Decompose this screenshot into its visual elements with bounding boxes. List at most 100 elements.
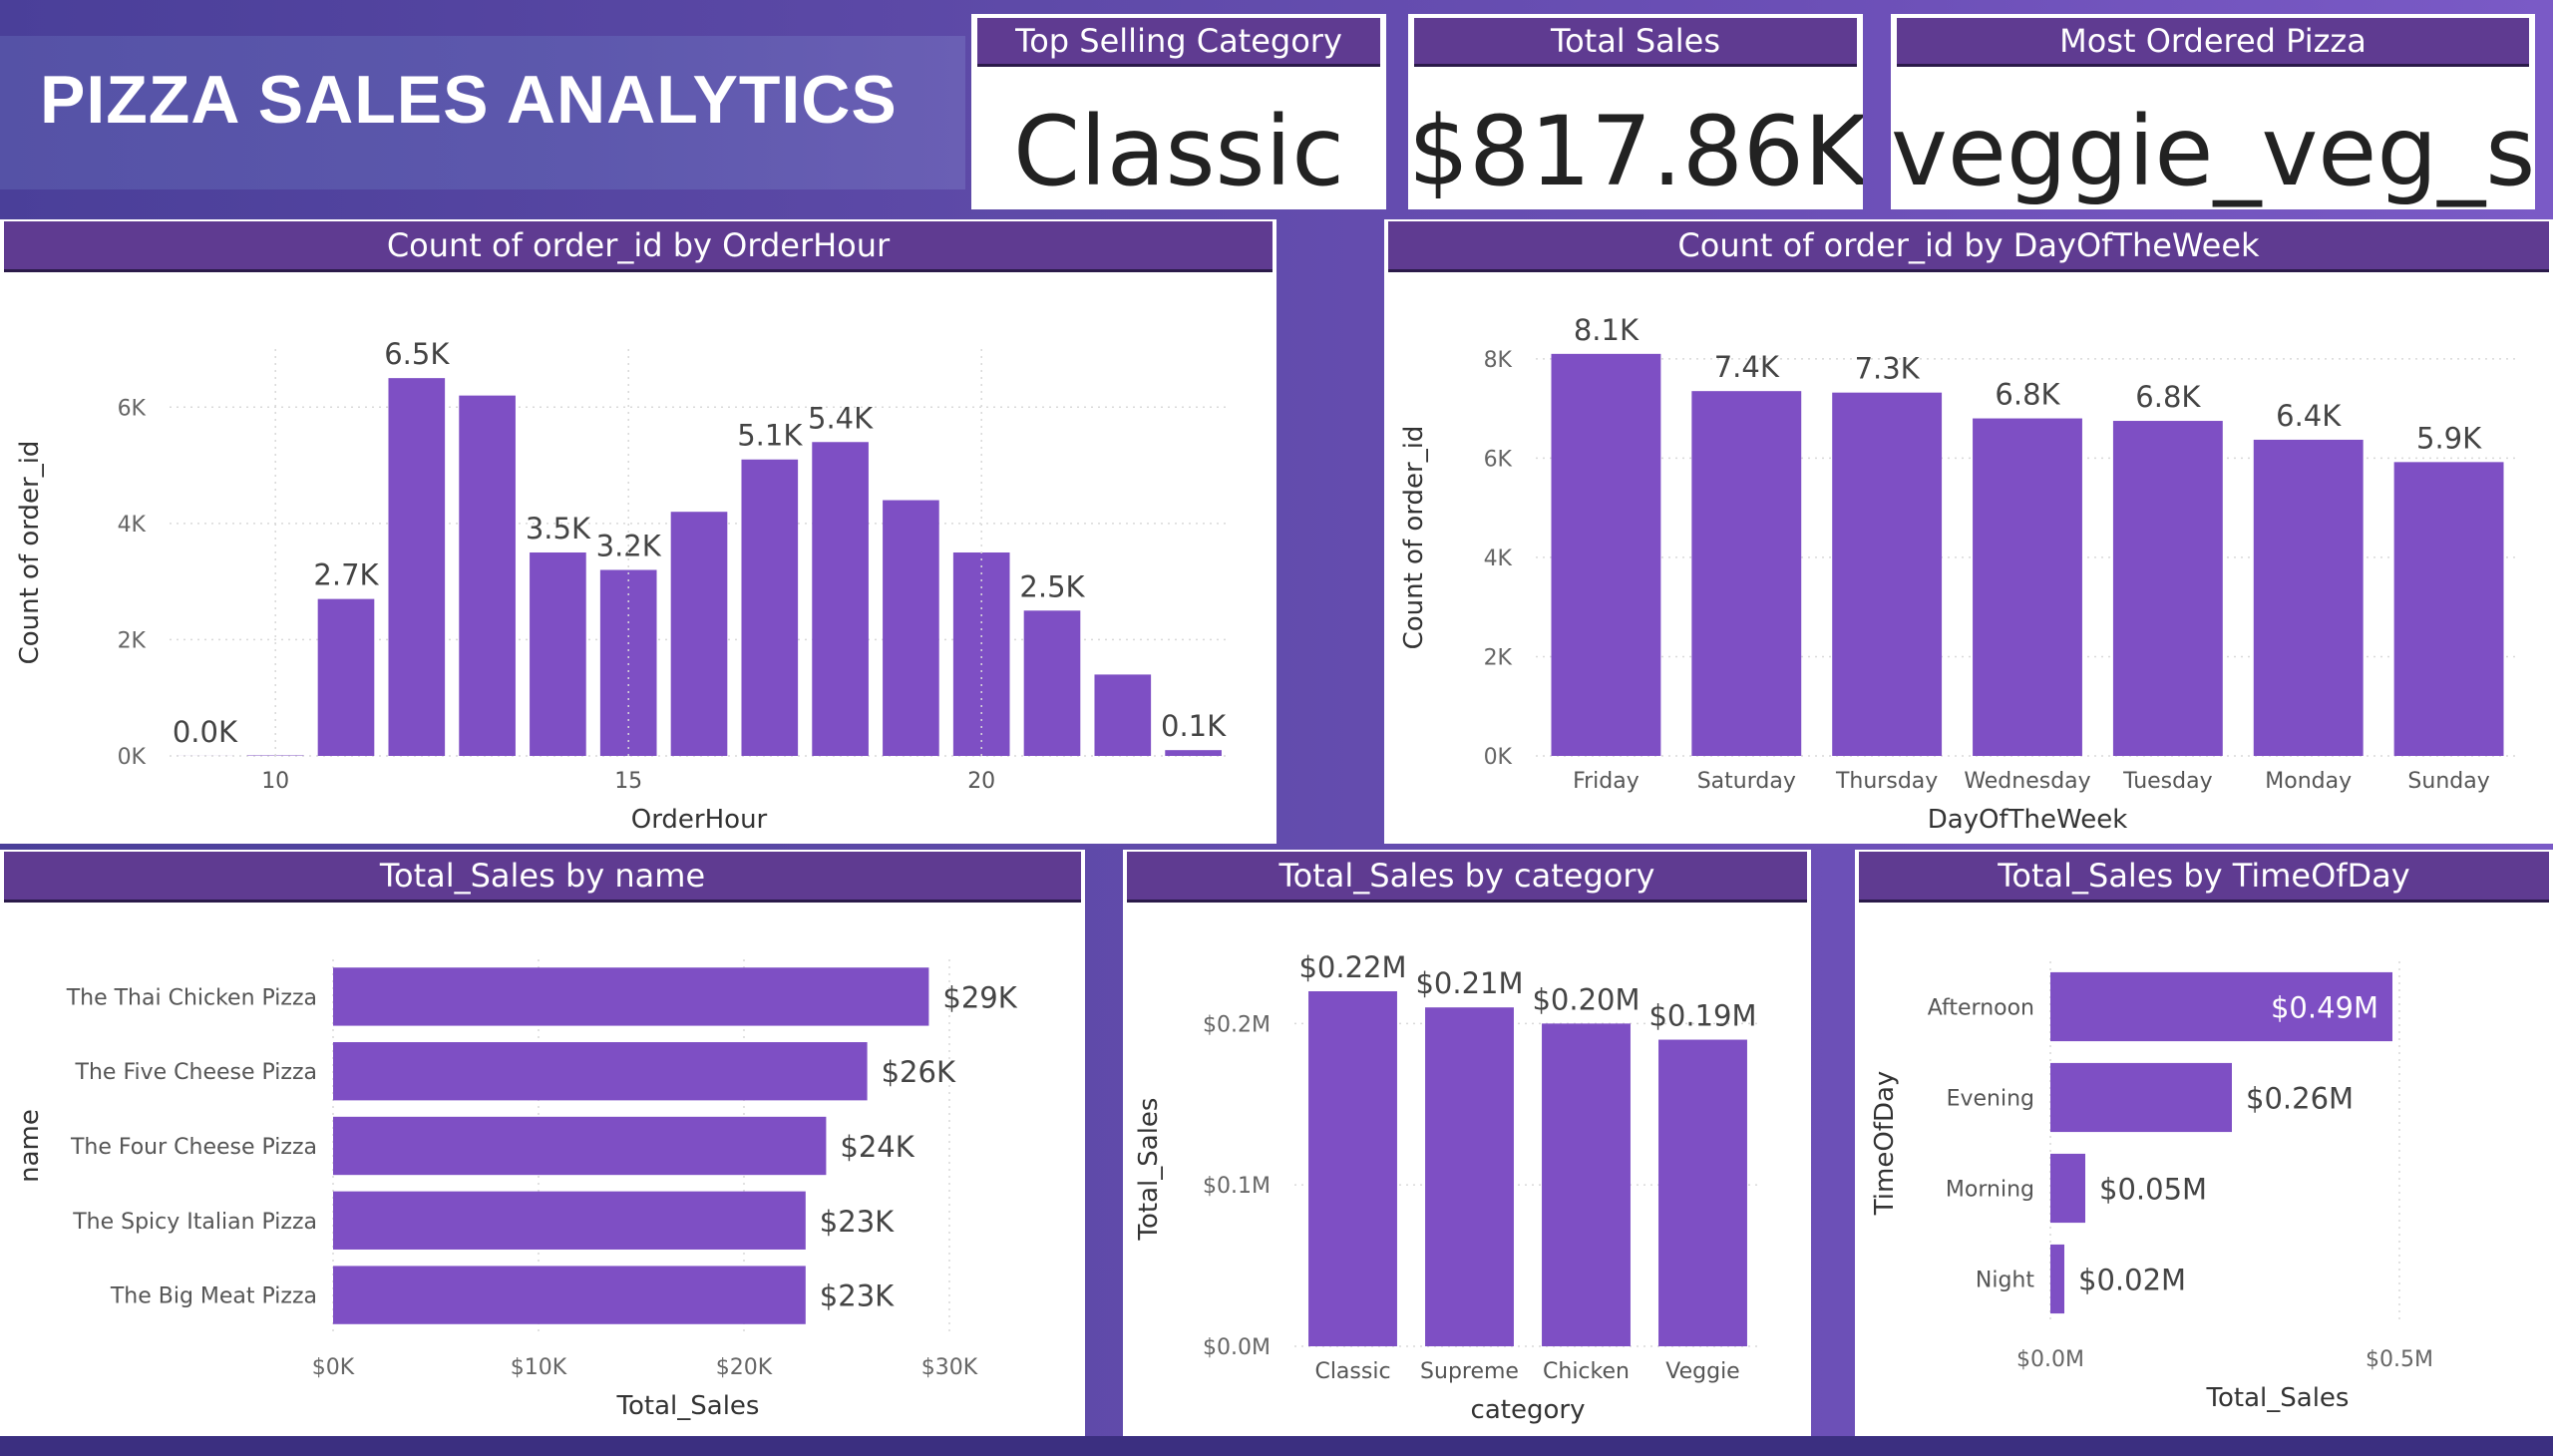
chart-card-order-hour[interactable]: Count of order_id by OrderHour 0K 2K 4K 6K 0… <box>0 219 1276 844</box>
bar[interactable] <box>333 1266 806 1324</box>
bar[interactable] <box>388 378 446 756</box>
data-label: 6.4K <box>2276 399 2342 433</box>
y-tick-label: 8K <box>1484 348 1513 373</box>
data-label: $0.02M <box>2078 1264 2186 1297</box>
chart-title: Total_Sales by name <box>4 852 1081 903</box>
data-label: 8.1K <box>1574 313 1640 347</box>
data-label: 2.7K <box>313 558 379 592</box>
chart-card-sales-by-category[interactable]: Total_Sales by category $0.0M $0.1M $0.2M $… <box>1123 850 1811 1436</box>
bar[interactable] <box>812 442 869 756</box>
y-axis-title: Count of order_id <box>1399 426 1429 650</box>
bar[interactable] <box>2050 1062 2232 1133</box>
data-label: $29K <box>942 980 1017 1014</box>
y-tick-label: The Four Cheese Pizza <box>70 1135 317 1160</box>
data-label: $0.19M <box>1648 999 1756 1033</box>
chart-sales-by-timeofday: $0.0M $0.5M Afternoon $0.49M Evening $0.26M Mo… <box>1870 961 2433 1413</box>
y-tick-label: Evening <box>1947 1087 2034 1112</box>
bar[interactable] <box>1551 353 1661 756</box>
bar[interactable] <box>530 552 586 756</box>
bar[interactable] <box>1691 391 1802 756</box>
bar[interactable] <box>459 395 516 756</box>
y-tick-label: 0K <box>1484 745 1513 770</box>
y-tick-label: $0.2M <box>1203 1012 1271 1037</box>
x-tick-label: Friday <box>1573 769 1640 794</box>
bar[interactable] <box>883 500 939 756</box>
bar[interactable] <box>1023 610 1081 756</box>
y-tick-label: 2K <box>118 628 147 653</box>
bar[interactable] <box>2253 439 2364 756</box>
bar[interactable] <box>1542 1023 1631 1346</box>
bar[interactable] <box>2050 971 2392 1042</box>
bar[interactable] <box>333 1042 868 1101</box>
bar[interactable] <box>2050 1153 2085 1224</box>
bar[interactable] <box>1832 392 1943 756</box>
y-tick-label: 4K <box>1484 546 1513 571</box>
data-label: 5.1K <box>737 419 803 453</box>
bar[interactable] <box>1165 750 1222 756</box>
bar[interactable] <box>333 967 929 1026</box>
bar[interactable] <box>952 552 1010 756</box>
y-tick-label: The Thai Chicken Pizza <box>66 985 317 1010</box>
chart-card-day-of-week[interactable]: Count of order_id by DayOfTheWeek 0K 2K 4K… <box>1384 219 2553 844</box>
bar[interactable] <box>333 1116 827 1176</box>
bar[interactable] <box>2050 1244 2064 1314</box>
y-axis-title: Total_Sales <box>1134 1098 1164 1242</box>
x-tick-label: Veggie <box>1665 1359 1739 1384</box>
kpi-card-most-ordered[interactable]: Most Ordered Pizza veggie_veg_s <box>1891 14 2535 209</box>
bar[interactable] <box>599 569 657 756</box>
bar[interactable] <box>1308 991 1397 1346</box>
kpi-label: Total Sales <box>1414 18 1857 67</box>
y-tick-label: The Spicy Italian Pizza <box>72 1210 317 1235</box>
y-tick-label: $0.0M <box>1203 1335 1271 1360</box>
kpi-card-top-category[interactable]: Top Selling Category Classic <box>971 14 1386 209</box>
chart-title: Count of order_id by DayOfTheWeek <box>1388 221 2549 272</box>
y-tick-label: 4K <box>118 513 147 538</box>
data-label: $24K <box>840 1130 914 1164</box>
y-tick-label: 0K <box>118 745 147 770</box>
x-tick-label: 15 <box>614 769 642 794</box>
x-tick-label: Supreme <box>1420 1359 1519 1384</box>
x-tick-label: $10K <box>511 1355 567 1380</box>
x-axis-title: OrderHour <box>631 805 768 835</box>
x-tick-label: Sunday <box>2407 769 2489 794</box>
bar[interactable] <box>670 512 728 756</box>
bar[interactable] <box>1094 674 1152 756</box>
data-label: $0.21M <box>1415 966 1523 1000</box>
bar[interactable] <box>1425 1007 1514 1346</box>
data-label: $0.05M <box>2099 1173 2207 1207</box>
data-label: $23K <box>820 1279 895 1313</box>
y-axis-title: name <box>15 1109 45 1183</box>
dashboard-title: PIZZA SALES ANALYTICS <box>40 62 898 138</box>
kpi-value: veggie_veg_s <box>1891 96 2535 207</box>
x-tick-label: Thursday <box>1835 769 1938 794</box>
data-label: 2.5K <box>1019 569 1085 603</box>
bar[interactable] <box>333 1191 806 1250</box>
chart-title: Total_Sales by category <box>1127 852 1807 903</box>
x-tick-label: 10 <box>261 769 289 794</box>
data-label: $0.20M <box>1532 982 1640 1016</box>
chart-card-sales-by-name[interactable]: Total_Sales by name $0K $10K $20K $30K The T… <box>0 850 1085 1436</box>
y-tick-label: $0.1M <box>1203 1174 1271 1199</box>
bar[interactable] <box>2112 421 2223 756</box>
bar[interactable] <box>317 598 375 756</box>
bar[interactable] <box>1973 418 2082 756</box>
chart-order-hour: 0K2K4K6K0.0K2.7K6.5K3.5K3.2K5.1K5.4K2.5K… <box>15 337 1229 835</box>
y-axis-title: Count of order_id <box>15 441 45 665</box>
chart-sales-by-category: $0.0M $0.1M $0.2M $0.22M Classic $0.21M Suprem… <box>1134 950 1761 1425</box>
chart-card-sales-by-timeofday[interactable]: Total_Sales by TimeOfDay $0.0M $0.5M After… <box>1855 850 2553 1436</box>
data-label: $0.49M <box>2271 991 2378 1025</box>
y-tick-label: The Five Cheese Pizza <box>75 1060 317 1085</box>
y-axis-title: TimeOfDay <box>1870 1071 1900 1217</box>
data-label: 7.3K <box>1855 352 1921 386</box>
kpi-card-total-sales[interactable]: Total Sales $817.86K <box>1408 14 1863 209</box>
bar[interactable] <box>2393 462 2504 756</box>
x-tick-label: 20 <box>967 769 995 794</box>
kpi-label: Most Ordered Pizza <box>1897 18 2529 67</box>
x-axis-title: Total_Sales <box>616 1391 760 1421</box>
y-tick-label: Morning <box>1946 1178 2034 1203</box>
y-tick-label: Afternoon <box>1928 996 2034 1021</box>
kpi-value: $817.86K <box>1408 96 1863 207</box>
bar[interactable] <box>741 459 799 756</box>
bar[interactable] <box>1658 1039 1747 1346</box>
x-tick-label: Wednesday <box>1964 769 2090 794</box>
